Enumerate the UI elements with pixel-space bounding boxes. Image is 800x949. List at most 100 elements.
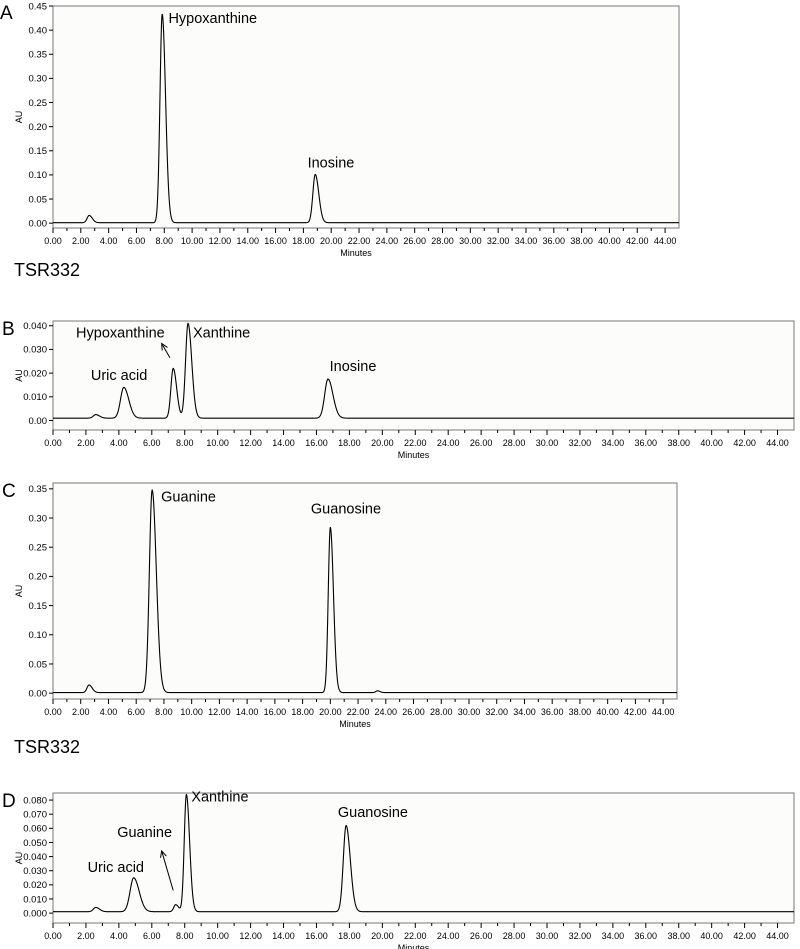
chromatogram-trace — [52, 13, 680, 224]
chromatogram-trace — [52, 322, 795, 419]
y-tick-label: 0.020 — [23, 368, 47, 379]
x-tick-label: 42.00 — [733, 438, 756, 448]
peak-label: Guanine — [161, 490, 216, 506]
x-tick-label: 42.00 — [624, 707, 647, 717]
x-tick-label: 40.00 — [598, 236, 621, 246]
x-tick-label: 20.00 — [371, 931, 394, 941]
panel-letter: D — [2, 791, 16, 812]
plot-area — [52, 792, 795, 924]
peak-label: Uric acid — [91, 368, 147, 384]
x-tick-label: 4.00 — [100, 236, 118, 246]
y-tick-label: 0.30 — [29, 74, 48, 85]
peak-label: Uric acid — [88, 860, 144, 876]
x-tick-label: 2.00 — [72, 236, 90, 246]
x-axis-label: Minutes — [340, 248, 372, 258]
x-axis-label: Minutes — [398, 943, 430, 949]
x-tick-label: 0.00 — [44, 236, 62, 246]
panel-c: C 0.00 0.05 0.10 0.15 0.20 0.25 0.30 0.35 0.00 2.0… — [2, 481, 678, 729]
y-tick-label: 0.00 — [29, 688, 48, 699]
x-tick-label: 28.00 — [503, 438, 526, 448]
y-tick-label: 0.35 — [29, 484, 48, 495]
y-tick-label: 0.040 — [23, 321, 47, 332]
peak-label: Guanosine — [338, 805, 408, 821]
x-tick-label: 0.00 — [44, 707, 62, 717]
strain-label: TSR332 — [14, 260, 80, 280]
y-tick-label: 0.10 — [29, 630, 48, 641]
x-tick-label: 30.00 — [536, 931, 559, 941]
y-tick-label: 0.010 — [23, 894, 47, 905]
x-tick-label: 12.00 — [208, 707, 231, 717]
x-tick-label: 36.00 — [541, 707, 564, 717]
y-tick-label: 0.25 — [29, 98, 48, 109]
y-tick-label: 0.35 — [29, 50, 48, 61]
x-tick-label: 6.00 — [127, 707, 145, 717]
y-tick-label: 0.20 — [29, 572, 48, 583]
x-tick-label: 18.00 — [291, 707, 314, 717]
x-tick-label: 30.00 — [458, 707, 481, 717]
x-tick-label: 6.00 — [143, 438, 161, 448]
panel-b: B 0.00 0.010 0.020 0.030 0.040 0.00 2.00 4.00 6.0… — [2, 319, 795, 460]
x-tick-label: 26.00 — [403, 236, 426, 246]
x-tick-label: 10.00 — [206, 931, 229, 941]
x-tick-label: 24.00 — [437, 931, 460, 941]
x-tick-label: 16.00 — [305, 438, 328, 448]
x-axis-label: Minutes — [398, 450, 430, 460]
x-tick-label: 8.00 — [156, 236, 174, 246]
y-tick-label: 0.00 — [29, 218, 48, 229]
x-tick-label: 44.00 — [766, 438, 789, 448]
y-tick-label: 0.060 — [23, 824, 47, 835]
y-tick-label: 0.00 — [29, 416, 48, 427]
x-tick-label: 32.00 — [485, 707, 508, 717]
x-tick-label: 10.00 — [180, 707, 203, 717]
x-tick-label: 16.00 — [264, 236, 287, 246]
x-tick-label: 36.00 — [635, 438, 658, 448]
y-tick-label: 0.20 — [29, 122, 48, 133]
y-tick-label: 0.05 — [29, 659, 48, 670]
x-tick-label: 28.00 — [503, 931, 526, 941]
y-axis-label: AU — [14, 111, 24, 124]
x-tick-label: 38.00 — [570, 236, 593, 246]
y-tick-label: 0.000 — [23, 908, 47, 919]
x-axis-label: Minutes — [339, 719, 371, 729]
x-tick-label: 18.00 — [338, 438, 361, 448]
y-tick-label: 0.030 — [23, 866, 47, 877]
peak-label: Xanthine — [191, 789, 248, 805]
x-tick-label: 40.00 — [700, 931, 723, 941]
x-tick-label: 10.00 — [206, 438, 229, 448]
x-tick-label: 2.00 — [77, 931, 95, 941]
x-tick-label: 44.00 — [652, 707, 675, 717]
x-tick-label: 10.00 — [181, 236, 204, 246]
y-tick-label: 0.25 — [29, 543, 48, 554]
y-tick-label: 0.010 — [23, 392, 47, 403]
y-tick-label: 0.45 — [29, 1, 48, 12]
x-tick-label: 14.00 — [236, 236, 259, 246]
x-tick-label: 36.00 — [635, 931, 658, 941]
chromatogram-trace — [52, 489, 678, 694]
y-tick-label: 0.030 — [23, 345, 47, 356]
x-tick-label: 16.00 — [264, 707, 287, 717]
x-tick-label: 22.00 — [404, 438, 427, 448]
y-tick-label: 0.020 — [23, 880, 47, 891]
x-tick-label: 22.00 — [404, 931, 427, 941]
x-tick-label: 36.00 — [543, 236, 566, 246]
x-tick-label: 44.00 — [654, 236, 677, 246]
y-tick-label: 0.30 — [29, 513, 48, 524]
chromatogram-trace — [52, 793, 795, 913]
x-tick-label: 8.00 — [155, 707, 173, 717]
y-tick-label: 0.050 — [23, 838, 47, 849]
x-tick-label: 34.00 — [513, 707, 536, 717]
x-tick-label: 24.00 — [437, 438, 460, 448]
x-tick-label: 0.00 — [44, 931, 62, 941]
x-tick-label: 26.00 — [402, 707, 425, 717]
peak-label: Inosine — [308, 156, 355, 172]
x-tick-label: 4.00 — [110, 931, 128, 941]
x-tick-label: 6.00 — [143, 931, 161, 941]
x-tick-label: 38.00 — [667, 438, 690, 448]
peak-label: Hypoxanthine — [168, 11, 257, 27]
x-tick-label: 32.00 — [569, 438, 592, 448]
y-axis-label: AU — [14, 852, 24, 865]
panel-letter: A — [0, 3, 13, 24]
x-tick-label: 4.00 — [100, 707, 118, 717]
x-tick-label: 34.00 — [602, 438, 625, 448]
